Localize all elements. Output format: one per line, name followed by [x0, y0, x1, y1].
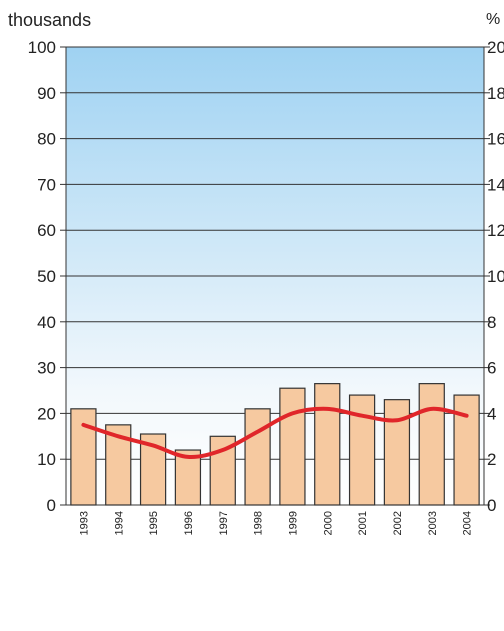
left-tick-label: 90 — [37, 84, 56, 103]
left-unit-label: thousands — [8, 10, 91, 30]
right-tick-label: 6 — [487, 359, 496, 378]
left-tick-label: 10 — [37, 450, 56, 469]
right-tick-label: 12 — [487, 221, 504, 240]
left-tick-label: 60 — [37, 221, 56, 240]
x-tick-label: 1996 — [183, 511, 195, 535]
left-tick-label: 70 — [37, 175, 56, 194]
bars — [70, 383, 480, 506]
left-tick-label: 80 — [37, 130, 56, 149]
x-tick-label: 2004 — [462, 511, 474, 535]
x-tick-label: 1993 — [78, 511, 90, 535]
x-tick-label: 2002 — [392, 511, 404, 535]
right-tick-label: 2 — [487, 450, 496, 469]
bar — [279, 387, 306, 506]
right-tick-label: 4 — [487, 404, 496, 423]
left-tick-label: 30 — [37, 359, 56, 378]
left-tick-label: 100 — [28, 38, 56, 57]
x-tick-label: 1998 — [253, 511, 265, 535]
right-tick-label: 20 — [487, 38, 504, 57]
bar — [174, 449, 202, 506]
x-tick-label: 1995 — [148, 511, 160, 535]
left-tick-label: 50 — [37, 267, 56, 286]
left-tick-label: 20 — [37, 404, 56, 423]
right-tick-label: 10 — [487, 267, 504, 286]
trend-line-group — [81, 406, 469, 460]
right-tick-label: 14 — [487, 175, 504, 194]
right-axis-ticks: 0 2 4 6 8 10 12 14 16 18 20 — [484, 38, 504, 515]
x-tick-label: 2001 — [357, 511, 369, 535]
x-tick-label: 2003 — [427, 511, 439, 535]
trend-line — [81, 406, 469, 460]
x-tick-label: 1999 — [287, 511, 299, 535]
x-tick-label: 2000 — [322, 511, 334, 535]
left-tick-label: 0 — [47, 496, 56, 515]
bar — [383, 399, 411, 506]
bar — [314, 383, 341, 506]
x-tick-label: 1994 — [113, 511, 125, 535]
bar — [348, 394, 376, 506]
right-tick-label: 16 — [487, 130, 504, 149]
x-axis-ticks: 1993 1994 1995 1996 1997 1998 1999 2000 2001 2002… — [78, 511, 473, 535]
bar — [418, 383, 445, 506]
left-axis-ticks: 0 10 20 30 40 50 60 70 80 90 100 — [28, 38, 66, 515]
right-unit-label: % — [486, 11, 500, 28]
left-tick-label: 40 — [37, 313, 56, 332]
x-tick-label: 1997 — [218, 511, 230, 535]
bar — [244, 408, 271, 506]
right-tick-label: 8 — [487, 313, 496, 332]
gridlines — [66, 92, 484, 460]
right-tick-label: 0 — [487, 496, 496, 515]
right-tick-label: 18 — [487, 84, 504, 103]
